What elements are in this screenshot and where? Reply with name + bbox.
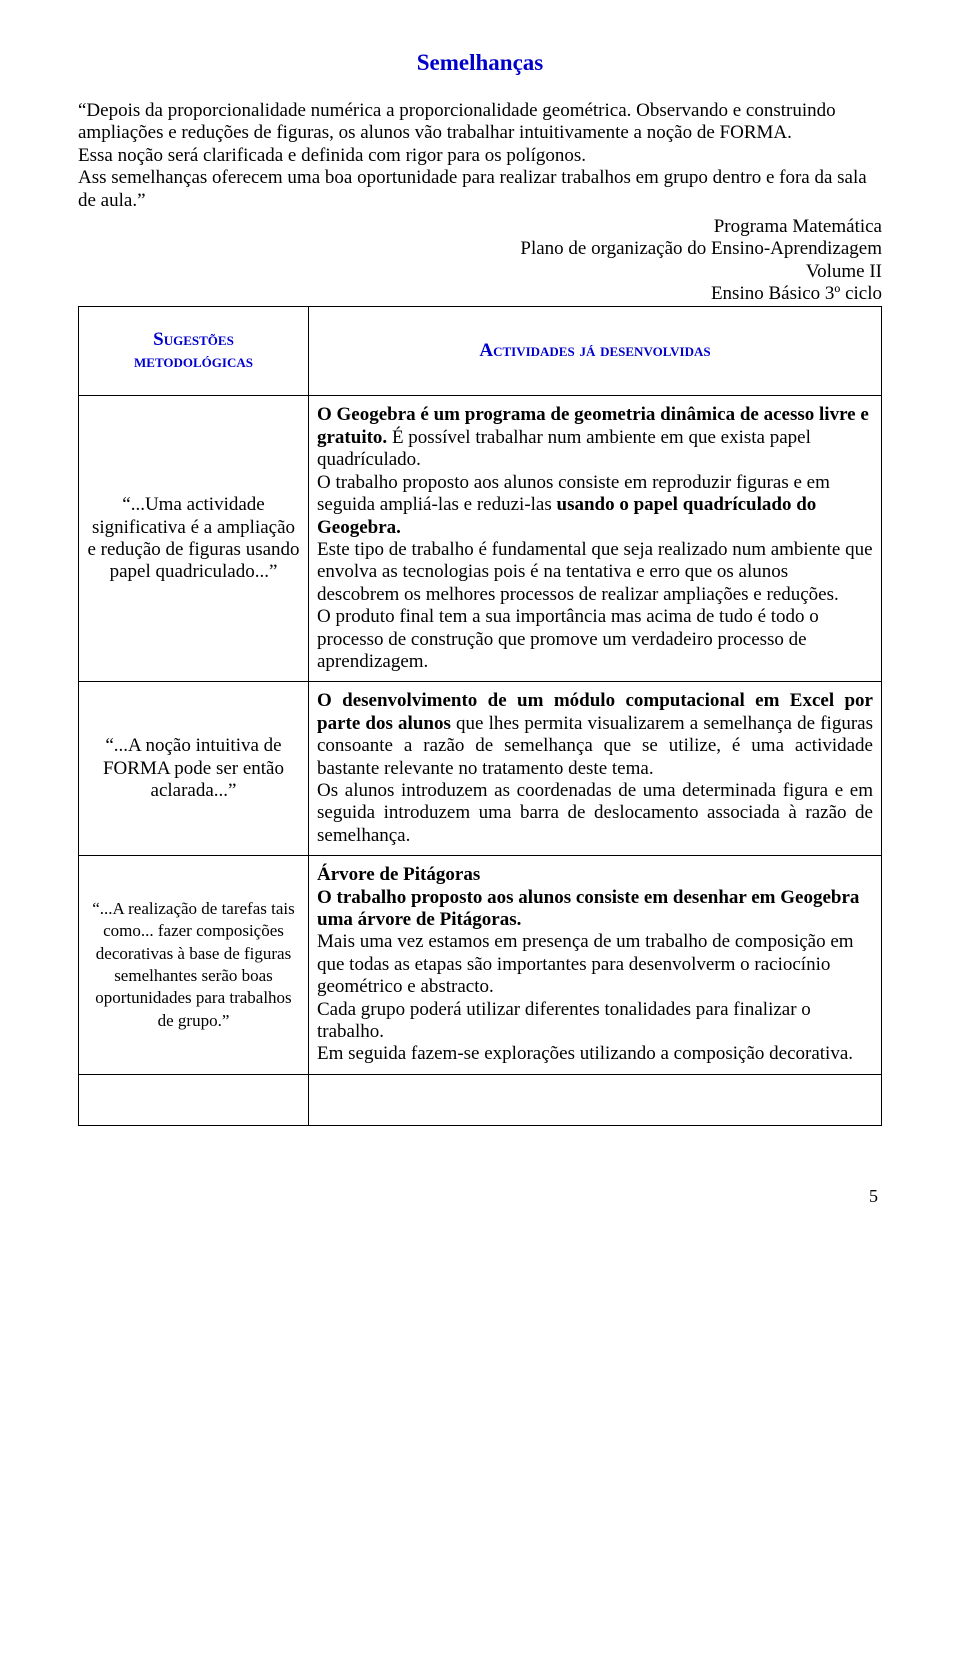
attrib-line-2: Plano de organização do Ensino-Aprendiza…	[520, 238, 882, 259]
empty-left	[79, 1074, 309, 1125]
table-row: “...A realização de tarefas tais como...…	[79, 856, 882, 1075]
right-1-text-3: O produto final tem a sua importância ma…	[317, 606, 819, 672]
right-3-bold-2: O trabalho proposto aos alunos consiste …	[317, 887, 859, 930]
page-title: Semelhanças	[78, 50, 882, 76]
right-cell-2: O desenvolvimento de um módulo computaci…	[309, 682, 882, 856]
attribution: Programa Matemática Plano de organização…	[78, 216, 882, 306]
right-1-text-1a: É possível trabalhar num ambiente em que…	[317, 427, 811, 470]
right-1-text-2: Este tipo de trabalho é fundamental que …	[317, 539, 873, 605]
right-3-text-3: Em seguida fazem-se explorações utilizan…	[317, 1043, 853, 1064]
attrib-line-1: Programa Matemática	[714, 216, 882, 237]
attrib-line-4: Ensino Básico 3º ciclo	[711, 283, 882, 304]
right-3-bold-1: Árvore de Pitágoras	[317, 864, 480, 885]
page-number: 5	[78, 1186, 882, 1207]
header-sugestoes-line2: metodológicas	[134, 351, 253, 372]
empty-right	[309, 1074, 882, 1125]
header-sugestoes-line1: Sugestões	[153, 329, 234, 350]
table-header-row: Sugestões metodológicas Actividades já d…	[79, 306, 882, 396]
left-text-3: “...A realização de tarefas tais como...…	[92, 899, 294, 1030]
table-row-empty	[79, 1074, 882, 1125]
attrib-line-3: Volume II	[806, 261, 882, 282]
intro-paragraph: “Depois da proporcionalidade numérica a …	[78, 100, 882, 212]
content-table: Sugestões metodológicas Actividades já d…	[78, 306, 882, 1126]
page: Semelhanças “Depois da proporcionalidade…	[0, 0, 960, 1247]
right-2-text-2: Os alunos introduzem as coordenadas de u…	[317, 780, 873, 846]
right-cell-3: Árvore de Pitágoras O trabalho proposto …	[309, 856, 882, 1075]
left-cell-3: “...A realização de tarefas tais como...…	[79, 856, 309, 1075]
header-actividades: Actividades já desenvolvidas	[309, 306, 882, 396]
header-sugestoes: Sugestões metodológicas	[79, 306, 309, 396]
left-cell-2: “...A noção intuitiva de FORMA pode ser …	[79, 682, 309, 856]
left-cell-1: “...Uma actividade significativa é a amp…	[79, 396, 309, 682]
header-actividades-text: Actividades já desenvolvidas	[479, 340, 710, 361]
table-row: “...A noção intuitiva de FORMA pode ser …	[79, 682, 882, 856]
table-row: “...Uma actividade significativa é a amp…	[79, 396, 882, 682]
right-cell-1: O Geogebra é um programa de geometria di…	[309, 396, 882, 682]
left-text-1: “...Uma actividade significativa é a amp…	[87, 494, 299, 582]
right-3-text-2: Cada grupo poderá utilizar diferentes to…	[317, 999, 811, 1042]
right-3-text-1: Mais uma vez estamos em presença de um t…	[317, 931, 854, 997]
left-text-2: “...A noção intuitiva de FORMA pode ser …	[103, 735, 284, 801]
